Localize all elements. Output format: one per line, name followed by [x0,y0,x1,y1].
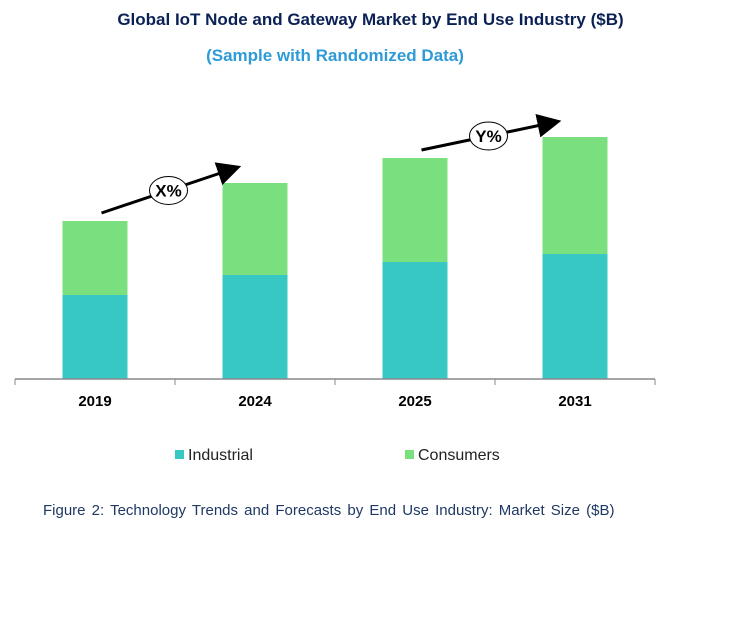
chart-subtitle: (Sample with Randomized Data) [206,46,464,65]
x-tick-label-2025: 2025 [398,393,431,410]
bar-consumers-2031 [542,137,608,254]
chart-title: Global IoT Node and Gateway Market by En… [117,10,624,29]
cagr-label: Y% [475,127,501,146]
bar-consumers-2025 [382,158,448,262]
x-tick-label-2024: 2024 [238,393,272,410]
bar-industrial-2031 [542,254,608,379]
bar-chart: 2019 2024 2025 2031 X% Y% Industrial Consumers [14,113,656,464]
cagr-bubble [149,176,188,205]
cagr-bubble [469,121,508,151]
legend-swatch-consumers [405,450,414,459]
figure-caption: Figure 2: Technology Trends and Forecast… [43,502,615,519]
legend-label-consumers: Consumers [418,447,500,464]
bar-consumers-2024 [222,183,288,275]
legend-label-industrial: Industrial [188,447,253,464]
bar-industrial-2025 [382,262,448,379]
bar-industrial-2024 [222,275,288,379]
legend-swatch-industrial [175,450,184,459]
cagr-label: X% [155,182,181,201]
x-tick-label-2019: 2019 [78,393,111,410]
bar-consumers-2019 [62,221,128,295]
x-tick-label-2031: 2031 [558,393,591,410]
bar-industrial-2019 [62,295,128,379]
